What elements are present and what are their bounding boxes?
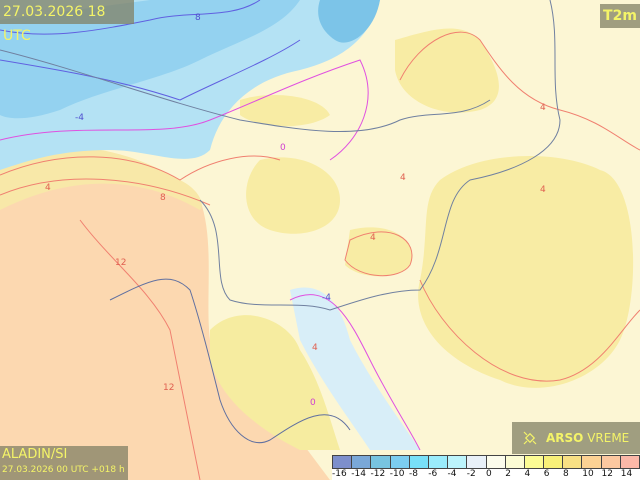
- legend-label: 2: [505, 469, 511, 479]
- model-run: 27.03.2026 00 UTC +018 h: [2, 465, 125, 475]
- isotherm-0: [0, 59, 369, 161]
- legend-swatch: [333, 456, 353, 468]
- legend-label: -12: [370, 469, 386, 479]
- legend-swatch: [563, 456, 583, 468]
- coastline: [109, 278, 351, 444]
- contour-label: 12: [163, 383, 174, 393]
- legend-swatch: [428, 456, 449, 468]
- contour-label: 12: [115, 258, 126, 268]
- isotherm-minus8: [0, 0, 261, 35]
- valid-time-label: 27.03.2026 18 UTC: [0, 0, 134, 44]
- legend-label: -10: [389, 469, 405, 479]
- legend-swatch: [409, 456, 429, 468]
- logo-brand: ARSO: [546, 431, 584, 445]
- isotherm-minus4: [0, 39, 301, 101]
- contour-label: 0: [280, 143, 286, 153]
- legend-swatch: [486, 456, 506, 468]
- legend-swatch: [620, 456, 639, 468]
- isotherm-4-center: [344, 231, 413, 277]
- legend-label: -2: [466, 469, 476, 479]
- color-legend: -16 -14 -12 -10 -8 -6 -4 -2 0 2 4 6 8 10 12 14: [332, 455, 640, 480]
- satellite-icon: [523, 431, 537, 445]
- legend-swatch: [544, 456, 564, 468]
- contour-label: 4: [312, 343, 318, 353]
- legend-label: -8: [409, 469, 418, 479]
- yellow-region-south: [210, 315, 340, 450]
- contour-label: 8: [195, 13, 201, 23]
- legend-swatch: [448, 456, 468, 468]
- contour-label: -4: [322, 293, 331, 303]
- legend-swatch: [352, 456, 372, 468]
- model-name: ALADIN/SI: [2, 447, 68, 462]
- arso-logo: ARSO VREME: [512, 422, 640, 454]
- yellow-region-central: [246, 157, 340, 234]
- contour-label: 0: [310, 398, 316, 408]
- cool-region-south: [290, 287, 420, 450]
- border-line-north: [0, 49, 491, 132]
- coldest-core: [318, 0, 380, 43]
- contour-label: 4: [540, 103, 546, 113]
- parameter-label: T2m: [600, 4, 640, 28]
- legend-label: 10: [582, 469, 594, 479]
- legend-swatch: [467, 456, 487, 468]
- legend-label: -4: [447, 469, 457, 479]
- yellow-region-northeast: [395, 28, 499, 113]
- legend-label: 0: [486, 469, 492, 479]
- contour-label: 4: [45, 183, 51, 193]
- isotherm-4-se: [419, 279, 640, 382]
- legend-swatch: [390, 456, 410, 468]
- legend-swatch: [505, 456, 525, 468]
- isotherm-12: [79, 219, 201, 480]
- yellow-region-east: [418, 156, 634, 388]
- contour-label: -4: [75, 113, 84, 123]
- legend-swatch: [582, 456, 602, 468]
- legend-label: -16: [332, 469, 347, 479]
- yellow-region-center-south: [345, 227, 412, 277]
- isotherm-8: [0, 178, 211, 206]
- legend-label: -14: [351, 469, 366, 479]
- colder-region-nw: [0, 0, 300, 119]
- contour-label: 4: [540, 185, 546, 195]
- logo-product: VREME: [587, 431, 630, 445]
- legend-label: -6: [428, 469, 438, 479]
- mild-region-west: [0, 146, 202, 210]
- border-line: [199, 0, 561, 311]
- legend-label: 12: [601, 469, 613, 479]
- legend-swatch: [524, 456, 545, 468]
- legend-label: 4: [524, 469, 531, 479]
- isotherm-4-east: [399, 31, 640, 151]
- contour-label: 4: [400, 173, 406, 183]
- isotherm-4-west: [0, 155, 281, 181]
- yellow-region-ridge: [240, 95, 330, 127]
- legend-label: 6: [543, 469, 550, 479]
- legend-label: 14: [620, 469, 633, 479]
- legend-swatch: [601, 456, 621, 468]
- isotherm-0-south: [289, 294, 421, 451]
- contour-label: 8: [160, 193, 166, 203]
- legend-label: 8: [563, 469, 569, 479]
- contour-label: 4: [370, 233, 376, 243]
- model-info: ALADIN/SI 27.03.2026 00 UTC +018 h: [0, 446, 128, 480]
- legend-swatch: [371, 456, 391, 468]
